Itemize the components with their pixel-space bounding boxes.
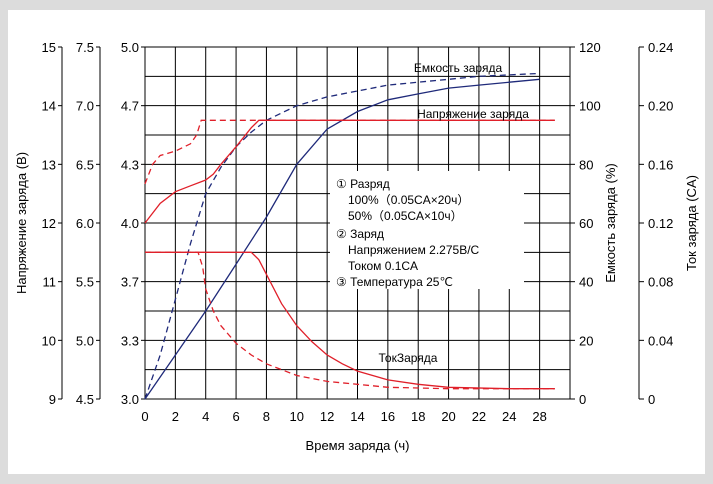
- right-tick-label: 0.08: [648, 275, 673, 290]
- left-tick-label: 13: [42, 157, 56, 172]
- left-tick-label: 6.0: [76, 216, 94, 231]
- left-tick-label: 14: [42, 99, 56, 114]
- chart-frame: 0 2 4 6 8 10 12 14 16 18 20 22 24 28 Время заряда (ч) 9…: [8, 10, 705, 474]
- left-tick-label: 3.7: [121, 275, 139, 290]
- right-tick-label: 80: [579, 157, 593, 172]
- x-tick-label: 24: [502, 409, 516, 424]
- left-tick-label: 7.5: [76, 40, 94, 55]
- left-tick-label: 12: [42, 216, 56, 231]
- legend-line: 100%（0.05CA×20ч）: [348, 193, 469, 207]
- right-tick-label: 0.12: [648, 216, 673, 231]
- left-tick-label: 10: [42, 333, 56, 348]
- x-tick-label: 20: [441, 409, 455, 424]
- right-tick-label: 0.24: [648, 40, 673, 55]
- left-tick-label: 15: [42, 40, 56, 55]
- right-tick-label: 60: [579, 216, 593, 231]
- legend-line: ② Заряд: [336, 227, 384, 241]
- left-tick-label: 3.3: [121, 333, 139, 348]
- left-tick-label: 5.5: [76, 275, 94, 290]
- right-tick-label: 0.20: [648, 99, 673, 114]
- x-tick-label: 0: [141, 409, 148, 424]
- x-tick-label: 16: [381, 409, 395, 424]
- right-tick-label: 20: [579, 333, 593, 348]
- right-tick-label: 0.16: [648, 157, 673, 172]
- x-tick-label: 2: [172, 409, 179, 424]
- volt-annotation: Напряжение заряда: [417, 107, 529, 121]
- left-tick-label: 5.0: [76, 333, 94, 348]
- series-line-5: [145, 251, 555, 390]
- legend-line: Током 0.1CA: [348, 259, 418, 273]
- right-tick-label: 0: [579, 392, 586, 407]
- legend-line: ① Разряд: [336, 177, 390, 191]
- cap-annotation: Емкость заряда: [414, 61, 503, 75]
- x-tick-label: 4: [202, 409, 209, 424]
- right-tick-label: 0.04: [648, 333, 673, 348]
- legend-box: [330, 171, 524, 289]
- legend-line: Напряжением 2.275В/С: [348, 243, 480, 257]
- x-tick-label: 10: [290, 409, 304, 424]
- right-tick-label: 120: [579, 40, 601, 55]
- x-tick-label: 18: [411, 409, 425, 424]
- right-axis-label-capacity: Емкость заряда (%): [603, 163, 618, 282]
- right-tick-label: 40: [579, 275, 593, 290]
- right-tick-label: 100: [579, 99, 601, 114]
- left-tick-label: 9: [49, 392, 56, 407]
- legend-line: 50%（0.05CA×10ч）: [348, 209, 463, 223]
- left-tick-label: 6.5: [76, 157, 94, 172]
- x-tick-label: 22: [472, 409, 486, 424]
- right-tick-label: 0: [648, 392, 655, 407]
- x-tick-label: 12: [320, 409, 334, 424]
- left-tick-label: 4.5: [76, 392, 94, 407]
- right-axis-label-current: Ток заряда (CA): [684, 175, 699, 271]
- series-line-4: [145, 251, 555, 390]
- left-axis-label: Напряжение заряда (В): [14, 152, 29, 294]
- left-tick-label: 3.0: [121, 392, 139, 407]
- left-tick-label: 5.0: [121, 40, 139, 55]
- series-line-3: [144, 119, 555, 185]
- x-tick-label: 6: [232, 409, 239, 424]
- left-tick-label: 11: [43, 275, 57, 290]
- x-tick-label: 28: [532, 409, 546, 424]
- x-axis-label: Время заряда (ч): [306, 438, 410, 453]
- x-tick-label: 14: [350, 409, 364, 424]
- left-tick-label: 4.0: [121, 216, 139, 231]
- legend-line: ③ Температура 25℃: [336, 275, 453, 289]
- curr-annotation: ТокЗаряда: [379, 351, 438, 365]
- series: [144, 72, 555, 400]
- texts: Емкость заряда Напряжение заряда ТокЗаряда…: [330, 61, 529, 365]
- x-tick-label: 8: [263, 409, 270, 424]
- left-tick-label: 7.0: [76, 99, 94, 114]
- left-tick-label: 4.3: [121, 157, 139, 172]
- left-tick-label: 4.7: [121, 99, 139, 114]
